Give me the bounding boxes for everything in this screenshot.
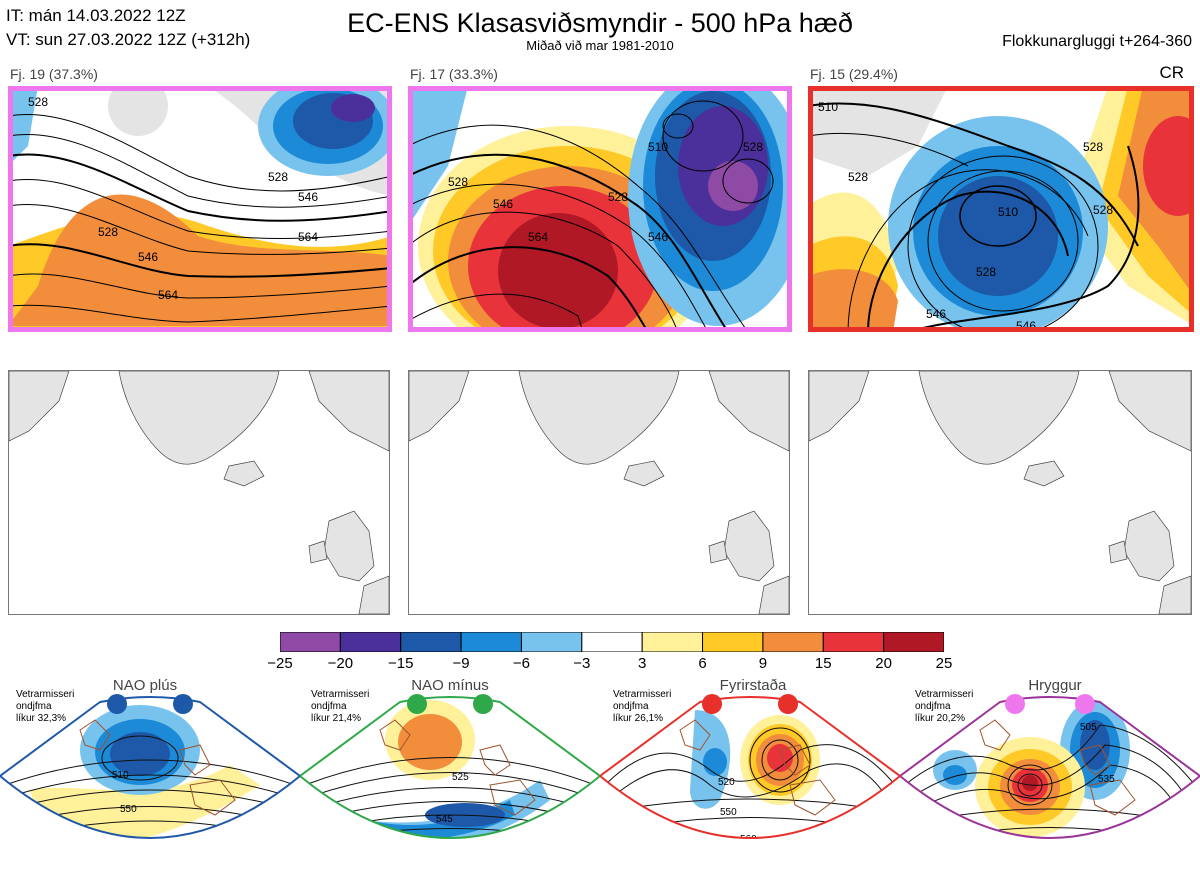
colorbar-tick-label: −3	[573, 655, 591, 672]
colorbar-tick-label: −15	[387, 655, 414, 672]
colorbar-tick-label: −25	[267, 655, 293, 672]
regime-dot	[778, 694, 798, 714]
contour-label: 564	[298, 230, 318, 244]
colorbar-tick-label: −6	[512, 655, 530, 672]
cr-label: CR	[1159, 63, 1184, 82]
contour-label: 528	[1093, 203, 1113, 217]
colorbar-swatch	[520, 632, 583, 652]
colorbar-tick-label: −9	[452, 655, 470, 672]
contour-label: 550	[120, 804, 137, 815]
contour-label: 528	[976, 265, 996, 279]
regime-dot	[1075, 694, 1095, 714]
contour-label: 510	[648, 140, 668, 154]
contour-label: 564	[158, 288, 178, 302]
colorbar-swatch	[641, 632, 704, 652]
regime-dot	[173, 694, 193, 714]
page-title: EC-ENS Klasasviðsmyndir - 500 hPa hæð	[347, 8, 853, 38]
contour-label: 560	[740, 834, 757, 845]
contour-label: 565	[446, 850, 463, 861]
init-time: IT: mán 14.03.2022 12Z	[6, 6, 186, 25]
colorbar-swatch	[822, 632, 885, 652]
regime-note-2: Vetrarmisseri ondjfma líkur 21,4%	[311, 689, 370, 724]
colorbar-swatch	[339, 632, 402, 652]
colorbar-tick-label: 6	[698, 655, 707, 672]
colorbar-swatch	[702, 632, 764, 652]
contour-label: 560	[1090, 834, 1107, 845]
regime-note-4: Vetrarmisseri ondjfma líkur 20,2%	[915, 689, 974, 724]
colorbar-tick-label: 3	[638, 655, 647, 672]
regime-name-ridge: Hryggur	[1028, 677, 1082, 694]
contour-label: 528	[608, 190, 628, 204]
basemap-1	[8, 370, 390, 615]
regime-dot	[107, 694, 127, 714]
contour-label: 528	[268, 170, 288, 184]
anomaly-colorbar	[280, 632, 944, 652]
regime-dot	[702, 694, 722, 714]
contour-label: 528	[98, 225, 118, 239]
contour-label: 528	[28, 95, 48, 109]
panel-frame	[8, 86, 392, 332]
regime-map-ridge: 505 535 560	[900, 694, 1200, 845]
regime-dot	[407, 694, 427, 714]
contour-label: 510	[998, 205, 1018, 219]
colorbar-swatch	[460, 632, 522, 652]
contour-label: 528	[743, 140, 763, 154]
colorbar-swatch	[883, 632, 944, 652]
colorbar-tick-label: 9	[758, 655, 768, 672]
regime-name-nao-minus: NAO mínus	[411, 677, 489, 694]
panel-1-label: Fj. 19 (37.3%)	[10, 66, 98, 82]
classification-window: Flokkunargluggi t+264-360	[1002, 33, 1192, 50]
contour-label: 528	[848, 170, 868, 184]
panel-frame	[808, 86, 1194, 332]
contour-label: 546	[138, 250, 158, 264]
regime-dot	[473, 694, 493, 714]
regime-dot	[1005, 694, 1025, 714]
basemap-3	[808, 370, 1192, 615]
contour-label: 546	[298, 190, 318, 204]
contour-label: 525	[452, 772, 469, 783]
regime-note-3: Vetrarmisseri ondjfma líkur 26,1%	[613, 689, 672, 724]
contour-label: 550	[720, 807, 737, 818]
contour-label: 510	[112, 770, 129, 781]
contour-label: 528	[448, 175, 468, 189]
contour-label: 510	[818, 100, 838, 114]
regime-name-nao-plus: NAO plús	[112, 677, 178, 694]
contour-label: 528	[1083, 140, 1103, 154]
anomaly-map-cluster-19: 528 546 528 546 564 564 528	[8, 86, 392, 332]
anomaly-map-cluster-17: 528 546 564 528 510 546 528	[408, 86, 792, 332]
colorbar-tick-label: 15	[814, 655, 832, 672]
colorbar-tick-label: −20	[327, 655, 354, 672]
panel-frame	[408, 86, 792, 332]
regime-map-nao-minus: 525 545 565	[300, 694, 600, 861]
basemap-2	[408, 370, 790, 615]
contour-label: 546	[926, 307, 946, 321]
colorbar-swatch	[762, 632, 824, 652]
anomaly-map-cluster-15: 510 528 528 510 528 546 528 546	[808, 86, 1194, 332]
colorbar-tick-label: 20	[875, 655, 892, 672]
page-subtitle: Miðað við mar 1981-2010	[526, 38, 674, 53]
colorbar-tick-label: 25	[935, 655, 953, 672]
panel-2-label: Fj. 17 (33.3%)	[410, 66, 498, 82]
regime-note-1: Vetrarmisseri ondjfma líkur 32,3%	[16, 689, 75, 724]
contour-label: 505	[1080, 722, 1097, 733]
colorbar-swatch	[581, 632, 643, 652]
contour-label: 546	[493, 197, 513, 211]
contour-label: 535	[1098, 774, 1115, 785]
panel-3-label: Fj. 15 (29.4%)	[810, 66, 898, 82]
regime-name-blocking: Fyrirstaða	[719, 677, 787, 694]
contour-label: 546	[648, 230, 668, 244]
colorbar-swatch	[280, 632, 341, 652]
valid-time: VT: sun 27.03.2022 12Z (+312h)	[6, 30, 251, 49]
colorbar-swatch	[400, 632, 462, 652]
regime-map-blocking: 520 550 560	[600, 694, 900, 845]
contour-label: 520	[718, 777, 735, 788]
contour-label: 564	[528, 230, 548, 244]
regime-map-nao-plus: 510 550	[0, 694, 300, 839]
contour-label: 545	[436, 814, 453, 825]
